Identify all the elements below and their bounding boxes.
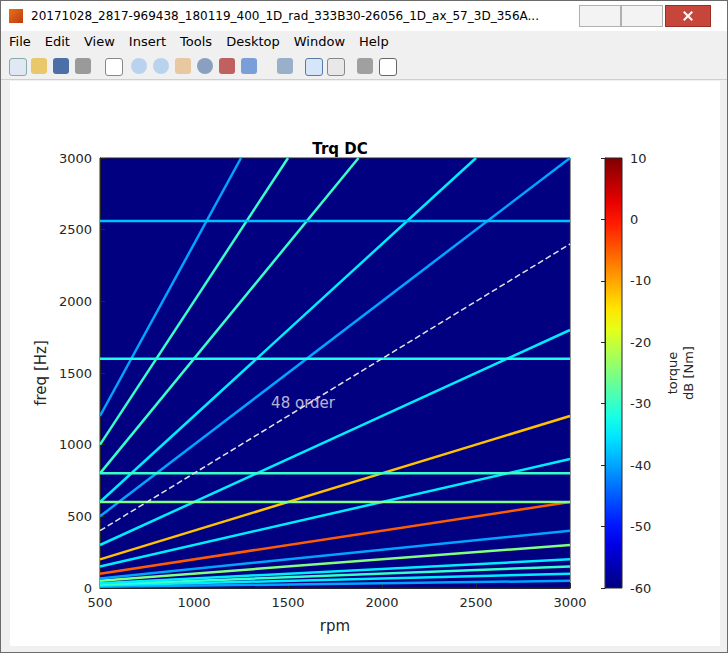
svg-text:2000: 2000 [59,294,92,309]
html-text:Insert: Insert [128,34,167,49]
svg-text:1500: 1500 [59,366,92,381]
svg-text:2000: 2000 [365,595,398,610]
html-text:View: View [84,34,115,49]
svg-text:3000: 3000 [59,151,92,166]
svg-text:dB [Nm]: dB [Nm] [681,346,696,400]
svg-text:2500: 2500 [59,222,92,237]
svg-text:freq [Hz]: freq [Hz] [32,340,50,406]
html-text:Tools: Tools [180,34,213,49]
html-text:Desktop: Desktop [226,34,280,49]
svg-text:-30: -30 [630,396,651,411]
svg-text:1000: 1000 [59,437,92,452]
svg-text:0: 0 [84,581,92,596]
svg-text:48 order: 48 order [271,394,336,412]
html-text:Window: Window [293,34,345,49]
svg-text:rpm: rpm [320,617,350,635]
svg-text:3000: 3000 [553,595,586,610]
svg-text:-50: -50 [630,519,651,534]
svg-text:-20: -20 [630,335,651,350]
svg-text:10: 10 [630,151,647,166]
svg-text:torque: torque [665,352,680,395]
svg-text:1500: 1500 [271,595,304,610]
svg-text:500: 500 [88,595,113,610]
svg-text:-10: -10 [630,273,651,288]
html-text:File: File [9,34,31,49]
html-text:20171028_2817-969438_180119_40: 20171028_2817-969438_180119_400_1D_rad_3… [31,9,539,23]
html-text:Edit: Edit [44,34,70,49]
html-text:Help: Help [359,34,389,49]
svg-text:Trq DC: Trq DC [312,140,367,158]
svg-text:2500: 2500 [459,595,492,610]
svg-text:0: 0 [630,212,638,227]
svg-text:1000: 1000 [177,595,210,610]
svg-text:-60: -60 [630,581,651,596]
svg-text:-40: -40 [630,458,651,473]
svg-text:500: 500 [67,509,92,524]
